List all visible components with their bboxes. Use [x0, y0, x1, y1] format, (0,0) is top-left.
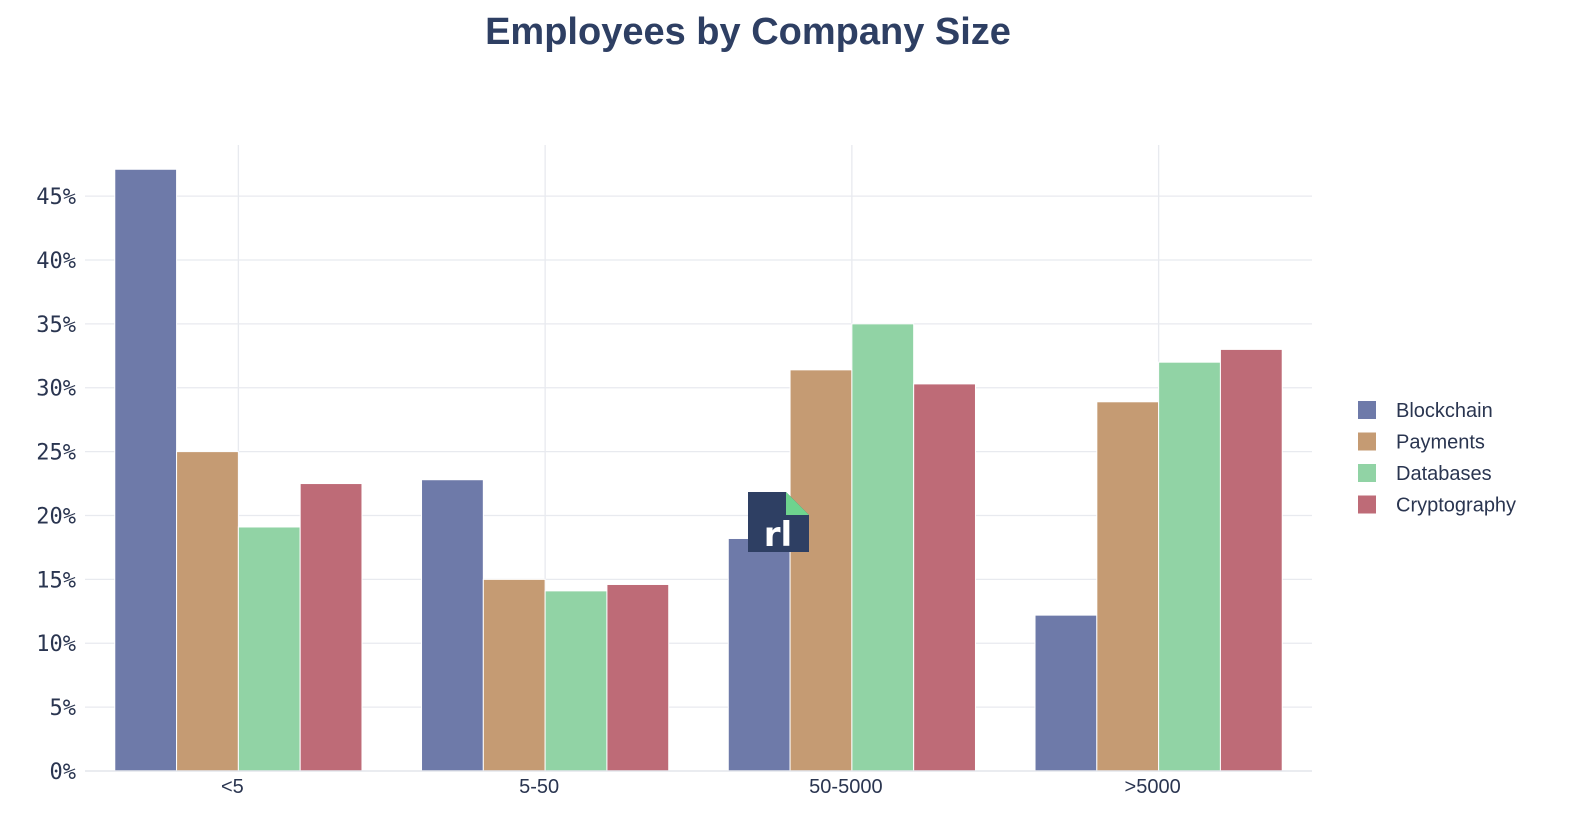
y-tick-label: 45%	[36, 185, 76, 210]
legend-swatch	[1358, 464, 1376, 482]
bar-databases-0	[237, 526, 301, 772]
bar-blockchain-1	[421, 479, 484, 772]
y-tick-label: 15%	[36, 568, 76, 593]
y-tick-label: 35%	[36, 313, 76, 338]
bar-cryptography-2	[913, 383, 976, 772]
bar-cryptography-3	[1219, 348, 1283, 772]
logo-fold	[786, 492, 809, 515]
legend: Blockchain Payments Databases Cryptography	[1358, 400, 1516, 517]
bar-databases-3	[1158, 361, 1221, 772]
y-tick-label: 40%	[36, 249, 76, 274]
bar-payments-3	[1096, 401, 1160, 772]
x-tick-label: <5	[221, 776, 244, 798]
bar-blockchain-2	[727, 537, 791, 772]
y-tick-label: 5%	[50, 696, 77, 721]
y-tick-label: 30%	[36, 377, 76, 402]
logo-text: rl	[764, 515, 792, 555]
legend-label: Payments	[1396, 432, 1485, 454]
y-tick-label: 10%	[36, 632, 76, 657]
legend-label: Databases	[1396, 463, 1492, 485]
legend-label: Cryptography	[1396, 495, 1516, 517]
bar-blockchain-3	[1034, 614, 1098, 772]
bar-payments-0	[176, 451, 239, 772]
bar-blockchain-0	[114, 168, 178, 772]
x-tick-label: 5-50	[519, 776, 559, 798]
x-tick-label: >5000	[1125, 776, 1181, 798]
rl-logo-icon: rl	[748, 492, 809, 555]
x-axis: <5 5-50 50-5000 >5000	[85, 770, 1312, 798]
y-axis: 0% 5% 10% 15% 20% 25% 30% 35% 40% 45%	[36, 185, 76, 785]
legend-swatch	[1358, 401, 1376, 419]
y-tick-label: 0%	[50, 760, 77, 785]
legend-swatch	[1358, 495, 1376, 514]
chart-title: Employees by Company Size	[485, 11, 1011, 53]
x-tick-label: 50-5000	[809, 776, 882, 798]
bar-payments-2	[789, 369, 853, 772]
bar-databases-2	[851, 323, 915, 772]
bar-cryptography-0	[299, 483, 363, 772]
y-tick-label: 20%	[36, 504, 76, 529]
y-tick-label: 25%	[36, 441, 76, 466]
legend-swatch	[1358, 432, 1376, 451]
bars	[114, 168, 1283, 772]
bar-payments-1	[482, 578, 546, 772]
bar-cryptography-1	[606, 583, 670, 772]
legend-label: Blockchain	[1396, 400, 1493, 422]
bar-databases-1	[544, 590, 608, 772]
